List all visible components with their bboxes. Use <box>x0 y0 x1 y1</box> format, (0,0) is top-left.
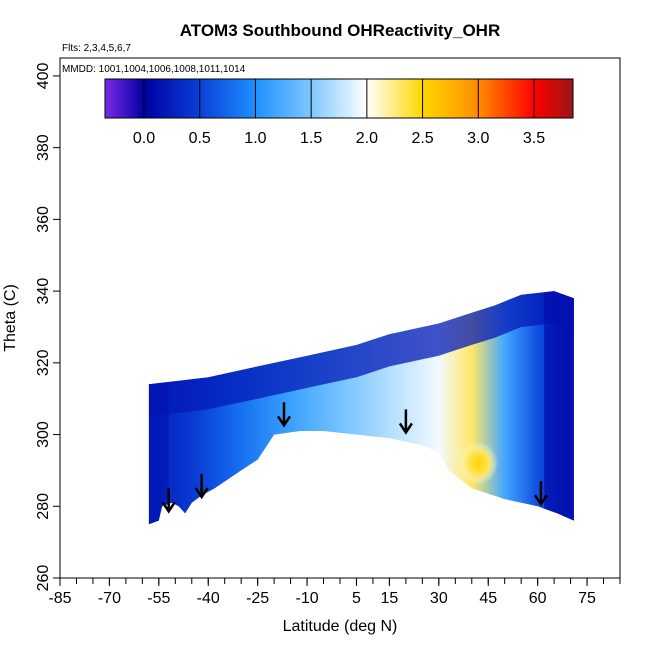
colorbar-tick-label: 2.5 <box>411 130 433 147</box>
y-axis: 260 280 300 320 340 360 380 400 <box>35 62 60 591</box>
colorbar-gradient <box>104 78 574 119</box>
x-tick-label: -25 <box>246 590 269 607</box>
colorbar-ticks: 0.0 0.5 1.0 1.5 2.0 2.5 3.0 3.5 <box>133 79 545 147</box>
descent-arrow <box>276 402 292 428</box>
x-tick-label: 30 <box>430 590 448 607</box>
descent-arrow-head <box>161 501 176 514</box>
colorbar: 0.0 0.5 1.0 1.5 2.0 2.5 3.0 3.5 <box>104 78 574 147</box>
y-tick-label: 260 <box>35 565 52 592</box>
curtain-layer <box>148 291 574 525</box>
colorbar-tick-label: 0.0 <box>133 130 155 147</box>
colorbar-tick-label: 2.0 <box>356 130 378 147</box>
x-axis: -85 -70 -55 -40 -25 -10 5 15 30 45 60 75 <box>48 578 621 607</box>
descent-arrow-head <box>194 487 209 500</box>
descent-arrow-head <box>398 422 413 435</box>
x-tick-label: 60 <box>529 590 547 607</box>
descent-arrow <box>533 481 548 507</box>
curtain-top-band <box>148 291 574 417</box>
arrow-layer <box>161 402 548 514</box>
colorbar-tick-label: 3.0 <box>467 130 489 147</box>
curtain-south-edge <box>148 377 169 525</box>
dates-label: MMDD: 1001,1004,1006,1008,1011,1014 <box>62 64 246 75</box>
y-tick-label: 280 <box>35 493 52 520</box>
x-tick-label: -10 <box>295 590 318 607</box>
x-tick-label: -70 <box>98 590 121 607</box>
x-axis-label: Latitude (deg N) <box>283 618 398 635</box>
curtain-north-edge <box>544 291 574 521</box>
y-tick-label: 320 <box>35 349 52 376</box>
colorbar-tick-label: 1.0 <box>244 130 266 147</box>
descent-arrow-head <box>276 415 292 428</box>
descent-arrow <box>194 474 209 500</box>
x-tick-label: 45 <box>479 590 497 607</box>
x-tick-label: -55 <box>147 590 170 607</box>
y-tick-label: 340 <box>35 278 52 305</box>
y-tick-label: 380 <box>35 134 52 161</box>
x-tick-label: -85 <box>48 590 71 607</box>
curtain-strata <box>148 291 574 525</box>
colorbar-tick-label: 1.5 <box>300 130 322 147</box>
y-tick-label: 400 <box>35 62 52 89</box>
x-tick-label: -40 <box>197 590 220 607</box>
x-tick-label: 75 <box>578 590 596 607</box>
colorbar-tick-label: 0.5 <box>189 130 211 147</box>
curtain-hotspot <box>458 441 499 485</box>
y-tick-label: 300 <box>35 421 52 448</box>
y-tick-label: 360 <box>35 206 52 233</box>
x-tick-label: 5 <box>352 590 361 607</box>
chart-title: ATOM3 Southbound OHReactivity_OHR <box>180 21 501 40</box>
descent-arrow <box>398 409 413 435</box>
descent-arrow <box>161 488 176 514</box>
flights-label: Flts: 2,3,4,5,6,7 <box>62 43 131 54</box>
y-axis-label: Theta (C) <box>2 284 19 352</box>
x-tick-label: 15 <box>381 590 399 607</box>
colorbar-tick-label: 3.5 <box>523 130 545 147</box>
descent-arrow-head <box>533 494 548 507</box>
